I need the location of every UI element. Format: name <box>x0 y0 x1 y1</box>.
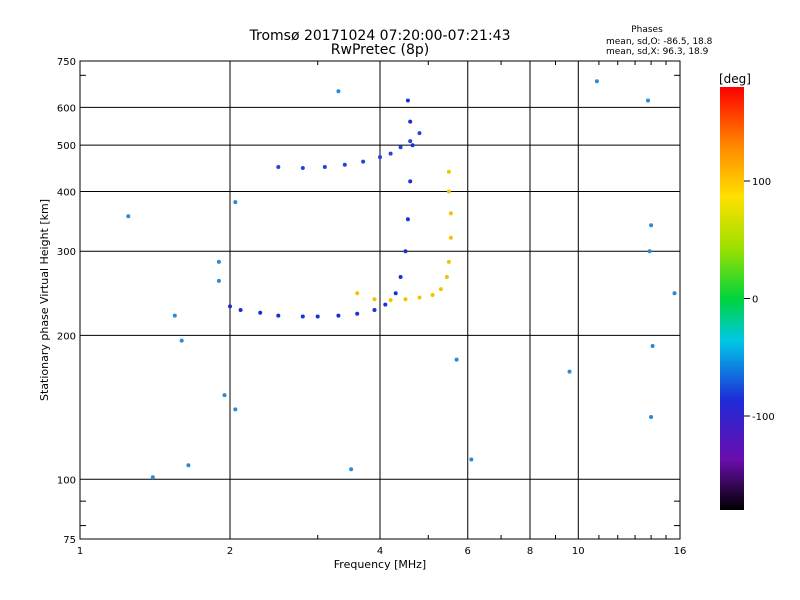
data-point <box>403 249 408 254</box>
data-point <box>410 143 415 148</box>
x-tick-label: 2 <box>227 546 233 557</box>
data-point <box>372 308 377 312</box>
data-point <box>417 295 422 300</box>
data-point <box>336 89 341 94</box>
data-point <box>408 179 413 184</box>
data-point <box>349 467 354 472</box>
data-point <box>446 259 451 264</box>
data-points <box>126 79 677 480</box>
colorbar-label: [deg] <box>719 72 751 86</box>
data-point <box>650 344 655 348</box>
x-tick-label: 10 <box>572 546 585 557</box>
chart-subtitle: RwPretec (8p) <box>331 42 429 58</box>
data-point <box>408 119 413 124</box>
data-point <box>179 338 184 343</box>
colorbar <box>720 87 744 510</box>
x-tick-label: 1 <box>77 546 83 557</box>
data-point <box>448 211 453 216</box>
data-point <box>444 275 449 279</box>
y-axis-label: Stationary phase Virtual Height [km] <box>38 199 51 401</box>
data-point <box>408 139 413 144</box>
data-point <box>258 310 263 315</box>
y-tick-label: 600 <box>57 103 76 114</box>
y-tick-label: 300 <box>57 247 76 258</box>
y-tick-label: 750 <box>57 57 76 68</box>
data-point <box>446 189 451 194</box>
data-point <box>438 287 443 292</box>
y-tick-label: 200 <box>57 331 76 342</box>
x-tick-label: 6 <box>465 546 471 557</box>
data-point <box>649 415 654 419</box>
data-point <box>594 79 599 84</box>
data-point <box>216 278 221 283</box>
data-point <box>322 165 327 169</box>
data-point <box>300 166 305 170</box>
data-point <box>126 214 131 219</box>
data-point <box>300 314 305 319</box>
x-axis-ticks: 1 2 4 6 8 10 16 <box>77 61 687 557</box>
data-point <box>186 463 191 468</box>
x-tick-label: 16 <box>674 546 687 557</box>
data-point <box>398 145 403 150</box>
data-point <box>446 169 451 174</box>
colorbar-tick-label: -100 <box>752 412 775 423</box>
data-point <box>342 162 347 167</box>
data-point <box>355 311 360 316</box>
data-point <box>150 475 155 480</box>
data-point <box>388 151 393 156</box>
data-point <box>469 457 474 462</box>
data-point <box>398 275 403 279</box>
x-tick-label: 4 <box>377 546 383 557</box>
x-tick-label: 8 <box>527 546 533 557</box>
stats-o: mean, sd,O: -86.5, 18.8 <box>606 37 713 47</box>
data-point <box>355 291 360 296</box>
data-point <box>646 98 650 103</box>
stats-title: Phases <box>631 25 663 35</box>
data-point <box>372 297 377 302</box>
grid-lines <box>80 61 680 539</box>
data-point <box>315 314 320 319</box>
data-point <box>649 223 654 228</box>
x-axis-label: Frequency [MHz] <box>334 558 426 571</box>
data-point <box>276 165 281 169</box>
data-point <box>336 313 341 318</box>
data-point <box>228 304 232 309</box>
data-point <box>448 235 453 240</box>
colorbar-ticks: 100 0 -100 <box>744 177 775 423</box>
y-axis-ticks: 75 100 200 300 400 500 600 750 <box>57 57 680 546</box>
colorbar-tick-label: 0 <box>752 295 758 306</box>
y-tick-label: 100 <box>57 475 76 486</box>
data-point <box>233 407 238 412</box>
y-tick-label: 500 <box>57 141 76 152</box>
y-tick-label: 75 <box>63 535 76 546</box>
data-point <box>393 291 398 296</box>
data-point <box>383 302 388 307</box>
data-point <box>567 369 572 374</box>
data-point <box>430 293 435 297</box>
data-point <box>276 313 281 318</box>
data-point <box>388 298 393 303</box>
data-point <box>222 393 227 398</box>
data-point <box>378 155 382 160</box>
data-point <box>361 159 366 164</box>
data-point <box>405 217 410 222</box>
data-point <box>405 98 410 103</box>
colorbar-tick-label: 100 <box>752 177 771 188</box>
data-point <box>238 308 243 312</box>
chart-title: Tromsø 20171024 07:20:00-07:21:43 <box>249 28 511 44</box>
data-point <box>403 297 408 302</box>
y-tick-label: 400 <box>57 187 76 198</box>
data-point <box>417 131 422 136</box>
data-point <box>454 357 459 362</box>
data-point <box>647 249 652 254</box>
data-point <box>233 200 238 205</box>
data-point <box>672 291 677 296</box>
stats-x: mean, sd,X: 96.3, 18.9 <box>606 47 709 57</box>
data-point <box>172 313 177 318</box>
data-point <box>216 259 221 264</box>
